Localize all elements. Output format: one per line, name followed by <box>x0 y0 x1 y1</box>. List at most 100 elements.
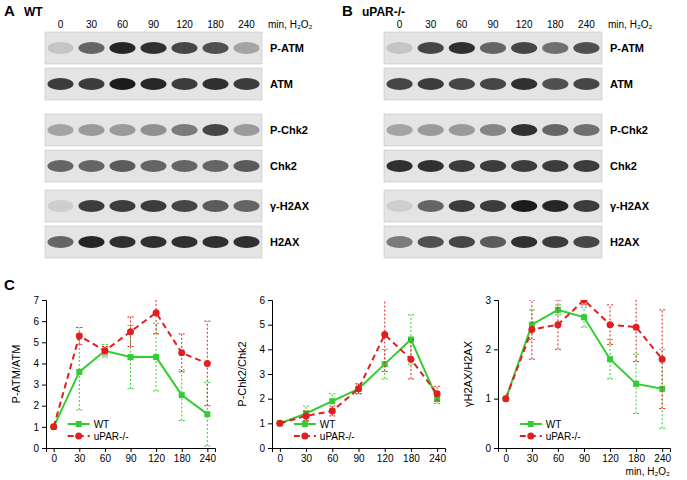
blot-band <box>47 78 73 90</box>
marker <box>355 385 362 392</box>
error-bar <box>408 339 414 378</box>
background <box>0 0 687 480</box>
time-label: 0 <box>397 19 403 30</box>
blot-band <box>511 236 537 248</box>
legend: WTuPAR-/- <box>68 419 129 442</box>
marker <box>528 326 535 333</box>
blot-band <box>202 160 228 172</box>
blot-band <box>386 160 412 172</box>
y-tick-mark <box>268 423 272 424</box>
blot-band <box>480 124 506 136</box>
row-label: P-ATM <box>270 42 304 54</box>
x-tick-mark <box>306 448 307 452</box>
legend: WTuPAR-/- <box>520 419 581 442</box>
row-label: P-ATM <box>610 42 644 54</box>
marker <box>607 321 614 328</box>
x-axis-line <box>47 449 216 453</box>
y-axis-line <box>268 301 273 449</box>
x-tick-mark <box>584 448 585 452</box>
row-label: ATM <box>270 78 293 90</box>
y-tick-mark <box>268 300 272 301</box>
blot-band <box>542 124 568 136</box>
error-bar <box>434 386 440 401</box>
y-tick-label: 2 <box>485 344 491 355</box>
blot-band <box>233 236 259 248</box>
marker <box>633 324 640 331</box>
x-tick-mark <box>359 448 360 452</box>
blot-band <box>140 124 166 136</box>
y-tick-label: 0 <box>33 443 39 454</box>
row-label: P-Chk2 <box>610 124 648 136</box>
legend-label: WT <box>320 419 336 430</box>
x-tick: 0 <box>504 448 510 464</box>
blot-strip <box>384 114 602 146</box>
blot-band <box>140 200 166 212</box>
blot-band <box>47 160 73 172</box>
series-line <box>54 313 208 427</box>
row-label: P-Chk2 <box>270 124 308 136</box>
time-label: 180 <box>547 19 564 30</box>
chart: 01234560306090120180240P-Chk2/Chk2WTuPAR… <box>236 295 446 464</box>
blot-band <box>202 78 228 90</box>
x-tick-mark <box>437 448 438 452</box>
error-bar <box>529 300 535 359</box>
y-tick: 3 <box>259 369 272 380</box>
marker <box>102 348 108 354</box>
blot-strip <box>45 32 262 64</box>
blot-band <box>109 124 135 136</box>
blot-band <box>511 124 537 136</box>
marker <box>503 396 509 402</box>
y-tick-mark <box>268 448 272 449</box>
error-bar <box>128 317 134 347</box>
time-label: 180 <box>207 19 224 30</box>
x-tick-label: 30 <box>74 453 86 464</box>
x-tick: 240 <box>199 448 216 464</box>
x-tick: 90 <box>579 448 591 464</box>
marker <box>127 328 134 335</box>
marker <box>659 356 666 363</box>
blot-band <box>78 124 104 136</box>
blot-band <box>78 78 104 90</box>
blot-band <box>47 124 73 136</box>
x-tick-label: 30 <box>527 453 539 464</box>
time-axis-label: min, H₂O₂ <box>608 19 653 30</box>
panel-title: uPAR-/- <box>362 5 405 19</box>
marker <box>178 349 185 356</box>
blot-band <box>542 160 568 172</box>
chart: 012345670306090120180240P-ATM/ATMWTuPAR-… <box>10 292 217 465</box>
x-axis: 0306090120180240 <box>273 448 447 464</box>
y-tick: 1 <box>485 393 498 404</box>
blot-band <box>386 200 412 212</box>
row-label: H2AX <box>610 236 640 248</box>
time-axis-label: min, H₂O₂ <box>268 19 313 30</box>
blot-band <box>171 78 197 90</box>
marker <box>51 424 57 430</box>
x-tick: 120 <box>602 448 619 464</box>
x-tick-label: 240 <box>429 453 446 464</box>
error-bar <box>153 300 159 334</box>
legend-marker <box>75 433 82 440</box>
y-axis-title: γH2AX/H2AX <box>462 340 474 407</box>
marker <box>607 356 613 362</box>
time-label: 30 <box>86 19 98 30</box>
x-tick-label: 180 <box>174 453 191 464</box>
blot-band <box>233 160 259 172</box>
blot-band <box>418 124 444 136</box>
blot-band <box>386 78 412 90</box>
time-label: 0 <box>58 19 64 30</box>
y-tick-mark <box>268 325 272 326</box>
marker <box>76 332 83 339</box>
blot-band <box>202 42 228 54</box>
blot-band <box>542 236 568 248</box>
marker <box>581 300 588 304</box>
x-tick-mark <box>558 448 559 452</box>
y-tick-label: 7 <box>33 295 39 306</box>
x-tick-label: 120 <box>148 453 165 464</box>
x-tick-label: 90 <box>353 453 365 464</box>
x-tick-label: 0 <box>278 453 284 464</box>
marker <box>581 314 587 320</box>
error-bar <box>356 384 362 394</box>
y-axis: 0123456 <box>259 295 272 454</box>
blot-band <box>140 78 166 90</box>
plot-area <box>502 300 665 428</box>
